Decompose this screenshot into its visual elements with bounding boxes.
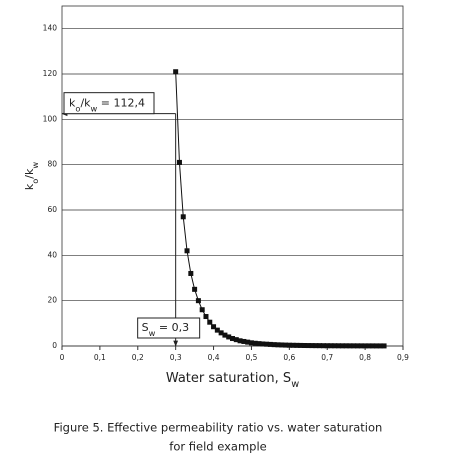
point xyxy=(290,342,296,348)
point xyxy=(256,341,262,347)
y-tick-label: 60 xyxy=(47,205,57,214)
point xyxy=(317,343,323,349)
x-tick-label: 0,2 xyxy=(132,353,144,362)
point xyxy=(328,343,334,349)
point xyxy=(351,343,357,349)
point xyxy=(176,159,182,165)
annotation-box xyxy=(63,92,155,115)
x-tick-label: 0,5 xyxy=(245,353,257,362)
point xyxy=(195,298,201,304)
text-part: = 112,4 xyxy=(97,97,145,110)
point xyxy=(271,342,277,348)
point xyxy=(233,337,239,343)
x-tick-label: 0,8 xyxy=(359,353,371,362)
point xyxy=(332,343,338,349)
point xyxy=(218,330,224,336)
point xyxy=(283,342,289,348)
y-tick-label: 40 xyxy=(47,250,57,259)
point xyxy=(343,343,349,349)
point xyxy=(237,338,243,344)
point xyxy=(381,343,387,349)
y-tick-label: 140 xyxy=(43,24,58,33)
point xyxy=(203,314,209,320)
point xyxy=(298,342,304,348)
point xyxy=(286,342,292,348)
text-part: Water saturation, S xyxy=(166,371,291,386)
annotation-box xyxy=(137,317,201,339)
point xyxy=(305,343,311,349)
point xyxy=(226,334,232,340)
text-part: = 0,3 xyxy=(155,321,189,334)
x-axis-title: Water saturation, Sw xyxy=(166,371,299,390)
text-part: k xyxy=(23,183,36,190)
point xyxy=(199,307,205,313)
point xyxy=(373,343,379,349)
y-tick-label: 120 xyxy=(43,69,58,78)
point xyxy=(222,332,228,338)
point xyxy=(188,270,194,276)
text-part: o xyxy=(75,103,80,113)
point xyxy=(301,343,307,349)
point xyxy=(294,342,300,348)
point xyxy=(267,341,273,347)
x-tick-label: 0,7 xyxy=(321,353,333,362)
point xyxy=(366,343,372,349)
point xyxy=(192,286,198,292)
point xyxy=(336,343,342,349)
y-tick-label: 20 xyxy=(47,296,57,305)
x-tick-label: 0,9 xyxy=(397,353,409,362)
point xyxy=(320,343,326,349)
y-axis-title: ko/kw xyxy=(23,162,40,191)
point xyxy=(241,338,247,344)
point xyxy=(248,340,254,346)
caption: Figure 5. Effective permeability ratio v… xyxy=(54,421,383,435)
point xyxy=(211,324,217,330)
point xyxy=(180,214,186,220)
point xyxy=(252,340,258,346)
text-part: w xyxy=(91,103,98,113)
point xyxy=(355,343,361,349)
text-part: w xyxy=(149,328,156,338)
point xyxy=(279,342,285,348)
text-part: /k xyxy=(23,168,36,179)
x-tick-label: 0 xyxy=(60,353,65,362)
point xyxy=(377,343,383,349)
x-tick-label: 0,3 xyxy=(170,353,182,362)
point xyxy=(173,69,179,75)
point xyxy=(358,343,364,349)
text-part: S xyxy=(142,321,149,334)
point xyxy=(362,343,368,349)
series-line xyxy=(175,71,385,347)
point xyxy=(184,248,190,254)
point xyxy=(313,343,319,349)
y-tick-label: 0 xyxy=(52,341,57,350)
point xyxy=(260,341,266,347)
point xyxy=(245,339,251,345)
point xyxy=(214,327,220,333)
y-tick-label: 100 xyxy=(43,114,58,123)
text-part: k xyxy=(69,97,76,110)
y-tick-label: 80 xyxy=(47,160,57,169)
point xyxy=(207,319,213,325)
x-tick-label: 0,6 xyxy=(283,353,295,362)
x-tick-label: 0,4 xyxy=(208,353,220,362)
plot-frame xyxy=(61,5,404,347)
text-part: w xyxy=(291,379,299,390)
text-part: /k xyxy=(80,97,91,110)
point xyxy=(309,343,315,349)
annotation: Sw = 0,3 xyxy=(142,321,189,338)
caption: for field example xyxy=(169,440,266,454)
point xyxy=(347,343,353,349)
point xyxy=(370,343,376,349)
point xyxy=(230,336,235,342)
point xyxy=(264,341,270,347)
point xyxy=(324,343,330,349)
x-tick-label: 0,1 xyxy=(94,353,106,362)
text-part: w xyxy=(30,162,40,169)
annotation: ko/kw = 112,4 xyxy=(69,97,145,114)
text-part: o xyxy=(30,179,40,184)
point xyxy=(275,342,281,348)
point xyxy=(339,343,345,349)
